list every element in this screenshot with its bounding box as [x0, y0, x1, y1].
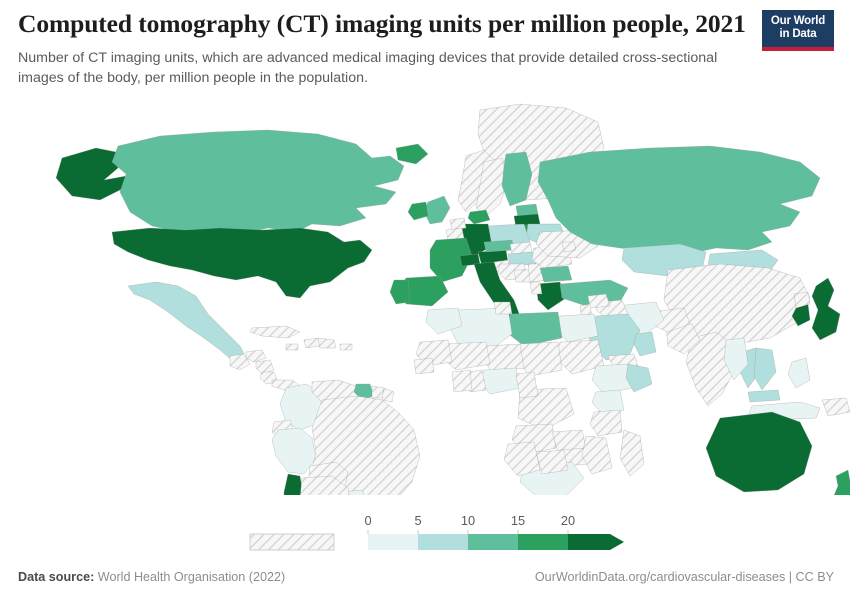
owid-logo-accent-bar	[762, 46, 834, 51]
map-country-madagascar[interactable]	[620, 430, 644, 476]
map-country-japan[interactable]	[812, 278, 840, 340]
map-country-guatemala[interactable]	[230, 354, 250, 370]
map-country-jamaica[interactable]	[286, 344, 298, 350]
map-country-denmark[interactable]	[468, 210, 490, 224]
data-source-value: World Health Organisation (2022)	[97, 570, 286, 584]
map-country-syria[interactable]	[588, 294, 610, 308]
map-country-suriname[interactable]	[372, 386, 384, 398]
map-country-portugal[interactable]	[390, 280, 410, 304]
map-country-namibia[interactable]	[504, 442, 540, 476]
legend-bin-2[interactable]	[468, 534, 518, 550]
map-country-argentina[interactable]	[300, 476, 352, 495]
chart-subtitle: Number of CT imaging units, which are ad…	[18, 49, 718, 86]
legend-bin-1[interactable]	[418, 534, 468, 550]
legend-tick-label-2: 10	[461, 513, 475, 528]
data-source-label: Data source:	[18, 570, 95, 584]
map-country-peru[interactable]	[272, 428, 316, 474]
legend-tick-label-3: 15	[511, 513, 525, 528]
map-country-libya[interactable]	[506, 312, 562, 346]
legend-tick-label-4: 20	[561, 513, 575, 528]
map-country-cameroon[interactable]	[516, 372, 538, 398]
map-country-united-states[interactable]	[112, 228, 372, 298]
map-country-malaysia[interactable]	[748, 390, 780, 402]
map-country-botswana[interactable]	[536, 450, 568, 474]
map-country-slovakia[interactable]	[510, 242, 532, 254]
world-choropleth-map[interactable]	[0, 100, 850, 495]
data-source: Data source: World Health Organisation (…	[18, 570, 285, 584]
map-country-tanzania[interactable]	[590, 410, 622, 436]
map-country-vietnam[interactable]	[754, 348, 776, 390]
map-country-greece[interactable]	[536, 282, 566, 310]
map-country-chile[interactable]	[284, 474, 308, 495]
legend-no-data-swatch[interactable]	[249, 533, 335, 551]
map-country-somalia[interactable]	[626, 364, 652, 392]
legend-svg: 0 5 10 15 20	[249, 513, 624, 551]
map-country-france[interactable]	[430, 238, 472, 282]
map-country-morocco[interactable]	[426, 308, 462, 334]
map-country-mozambique[interactable]	[582, 436, 612, 474]
legend-tick-label-0: 0	[364, 513, 371, 528]
map-country-india[interactable]	[686, 332, 736, 406]
legend-tick-labels: 0 5 10 15 20	[364, 513, 575, 534]
map-country-australia[interactable]	[706, 412, 812, 492]
map-country-canada[interactable]	[112, 130, 404, 234]
owid-logo-line2: in Data	[779, 28, 817, 41]
owid-logo[interactable]: Our World in Data	[762, 10, 834, 51]
map-country-ireland[interactable]	[408, 202, 428, 220]
map-country-cuba[interactable]	[250, 326, 300, 338]
map-country-myanmar[interactable]	[724, 338, 748, 380]
attribution-link[interactable]: OurWorldinData.org/cardiovascular-diseas…	[534, 570, 834, 584]
legend-bin-3[interactable]	[518, 534, 568, 550]
map-country-bulgaria[interactable]	[540, 266, 572, 282]
legend-tick-label-1: 5	[414, 513, 421, 528]
map-country-haiti[interactable]	[304, 338, 320, 348]
map-country-united-kingdom[interactable]	[424, 196, 450, 224]
page-title: Computed tomography (CT) imaging units p…	[18, 9, 746, 38]
map-svg	[0, 100, 850, 495]
map-country-french-guiana[interactable]	[382, 388, 394, 402]
map-country-netherlands[interactable]	[450, 218, 466, 230]
map-country-papua-new-guinea[interactable]	[822, 398, 850, 416]
map-country-oman[interactable]	[634, 332, 656, 356]
map-country-sweden[interactable]	[476, 158, 508, 216]
map-country-czechia[interactable]	[484, 240, 514, 252]
map-country-iceland[interactable]	[396, 144, 428, 164]
map-country-albania[interactable]	[530, 282, 542, 294]
map-country-dr-congo[interactable]	[518, 388, 574, 430]
legend-bins[interactable]	[368, 534, 624, 550]
map-country-honduras[interactable]	[246, 350, 266, 362]
legend[interactable]: 0 5 10 15 20	[236, 512, 626, 556]
map-country-chad[interactable]	[516, 342, 562, 376]
map-country-moldova[interactable]	[562, 242, 576, 252]
chart-header: Computed tomography (CT) imaging units p…	[18, 9, 753, 88]
legend-bin-4[interactable]	[568, 534, 624, 550]
map-country-russia[interactable]	[538, 146, 820, 254]
map-country-mexico[interactable]	[128, 282, 246, 362]
map-country-senegal[interactable]	[414, 358, 434, 374]
owid-logo-line1: Our World	[770, 15, 826, 27]
map-country-north-korea[interactable]	[794, 292, 810, 308]
legend-bin-0[interactable]	[368, 534, 418, 550]
map-country-new-zealand[interactable]	[832, 470, 850, 495]
map-country-dominican-rep[interactable]	[318, 338, 336, 348]
map-country-ivory-coast[interactable]	[452, 370, 472, 392]
map-country-philippines[interactable]	[788, 358, 810, 388]
map-country-finland[interactable]	[502, 152, 532, 206]
map-country-puerto-rico[interactable]	[340, 344, 352, 350]
chart-footer: Data source: World Health Organisation (…	[18, 570, 834, 584]
map-country-ethiopia[interactable]	[592, 364, 632, 394]
map-country-tunisia[interactable]	[494, 302, 512, 314]
map-countries-layer	[56, 104, 850, 495]
